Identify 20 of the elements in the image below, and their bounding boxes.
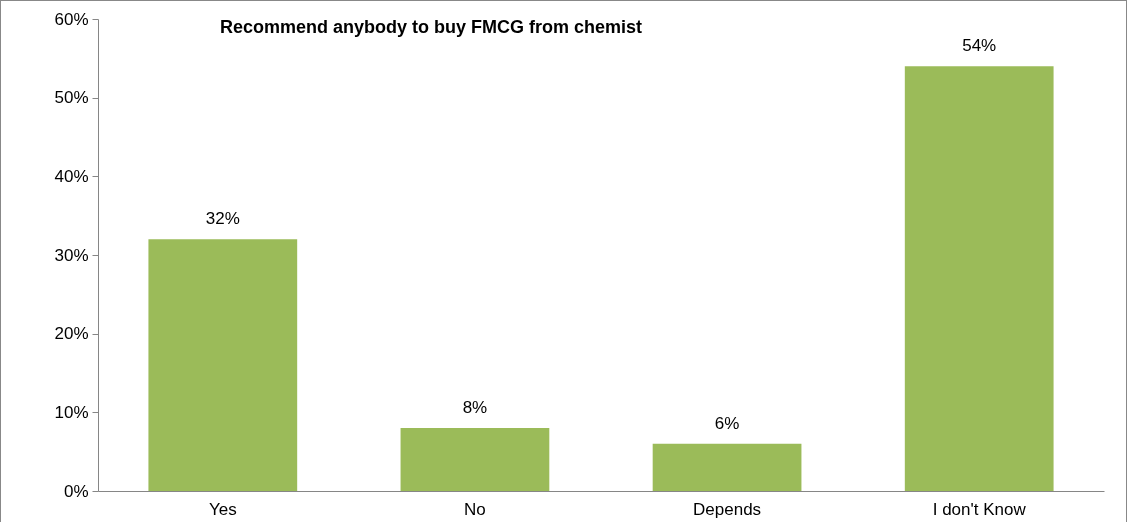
x-tick-label: I don't Know [932, 499, 1027, 519]
y-tick-label: 40% [54, 166, 89, 186]
bar [652, 443, 802, 491]
chart-title: Recommend anybody to buy FMCG from chemist [219, 17, 643, 37]
bar [904, 66, 1054, 491]
y-tick-label: 30% [54, 245, 89, 265]
y-tick-label: 20% [54, 324, 89, 344]
data-label: 6% [714, 413, 740, 433]
y-tick-label: 10% [54, 402, 89, 422]
y-tick-label: 50% [54, 88, 89, 108]
data-label: 32% [205, 209, 240, 229]
x-tick-label: Yes [208, 499, 237, 519]
bar [400, 428, 550, 491]
y-tick-label: 0% [63, 481, 89, 501]
data-label: 8% [462, 398, 488, 418]
bar [148, 239, 298, 491]
data-label: 54% [962, 36, 997, 56]
y-tick-label: 60% [54, 9, 89, 29]
x-tick-label: Depends [693, 499, 762, 519]
x-tick-label: No [464, 499, 486, 519]
